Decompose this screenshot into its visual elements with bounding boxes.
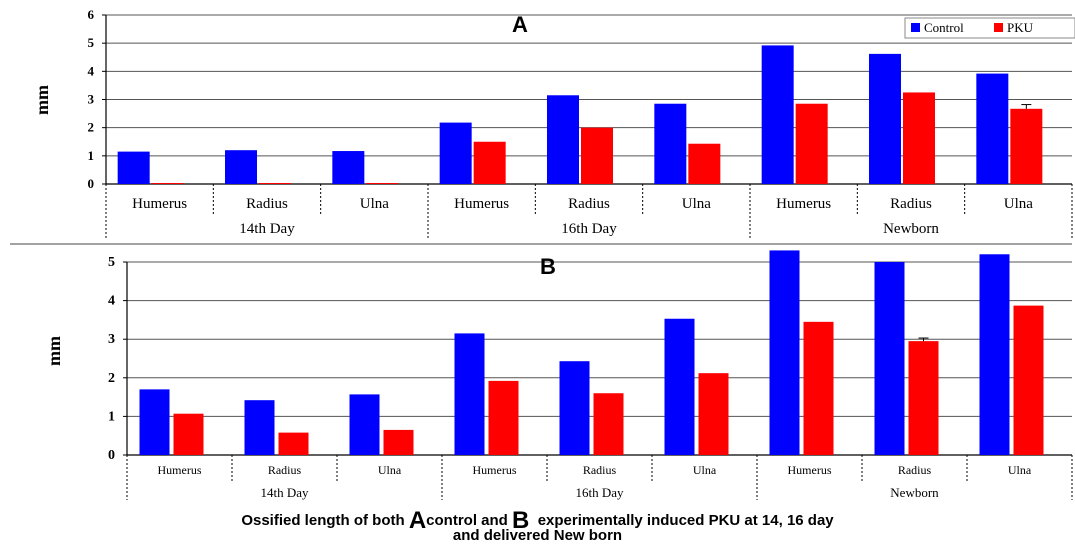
- chart-a-y-tick-label: 0: [88, 176, 95, 191]
- chart-a-bar-control-2: [225, 150, 257, 184]
- chart-b-group-label: 14th Day: [260, 485, 309, 500]
- chart-b-bar-series-1-6: [664, 318, 695, 455]
- chart-a-bar-pku-9: [1010, 108, 1043, 184]
- chart-a-bar-pku-1: [151, 183, 184, 184]
- chart-b-bar-series-2-1: [173, 413, 204, 455]
- chart-b-title: B: [540, 254, 556, 279]
- chart-b-bar-series-1-9: [979, 254, 1010, 455]
- chart-b-category-label: Ulna: [378, 463, 402, 477]
- chart-a-group-label: 16th Day: [561, 221, 617, 237]
- chart-a-y-tick-label: 1: [88, 148, 95, 163]
- chart-a-bar-control-1: [117, 151, 150, 184]
- chart-b-bar-series-2-6: [698, 373, 729, 455]
- chart-a-category-label: Humerus: [132, 196, 187, 212]
- chart-a-title: A: [512, 12, 528, 37]
- caption-letter-b: B: [512, 507, 530, 534]
- chart-a-bar-pku-3: [366, 183, 399, 184]
- chart-a-bar-pku-4: [473, 141, 506, 184]
- chart-b-category-label: Ulna: [693, 463, 717, 477]
- chart-b-bar-series-2-2: [278, 432, 309, 455]
- chart-b-group-label: 16th Day: [575, 485, 624, 500]
- chart-a-legend-label-2: PKU: [1007, 20, 1034, 35]
- chart-a-y-tick-label: 3: [88, 92, 95, 107]
- chart-a-y-tick-label: 4: [88, 63, 95, 78]
- chart-b-y-tick-label: 5: [108, 255, 115, 270]
- chart-a-y-tick-label: 6: [88, 7, 95, 22]
- chart-b-bar-series-1-8: [874, 262, 905, 455]
- chart-b-bar-series-2-7: [803, 321, 834, 455]
- chart-b-bar-series-2-5: [593, 393, 624, 455]
- chart-b-y-tick-label: 0: [108, 448, 115, 463]
- chart-b-category-label: Radius: [898, 463, 932, 477]
- figure-caption-line-2: and delivered New born: [452, 527, 623, 544]
- chart-a-bar-control-3: [332, 151, 365, 184]
- chart-a-legend-box: [904, 17, 1075, 39]
- chart-a-category-label: Radius: [568, 196, 610, 212]
- chart-b-category-label: Radius: [583, 463, 617, 477]
- chart-b-bar-series-2-4: [488, 380, 519, 455]
- chart-a-category-label: Ulna: [360, 196, 390, 212]
- chart-b-y-tick-label: 4: [108, 294, 115, 309]
- chart-a-bar-control-5: [547, 95, 579, 184]
- chart-a-bar-control-6: [654, 103, 687, 184]
- chart-a-group-label: 14th Day: [239, 221, 295, 237]
- chart-b-bar-series-1-4: [454, 333, 485, 455]
- chart-a-bar-control-8: [869, 53, 901, 185]
- chart-a-bar-pku-7: [795, 103, 828, 184]
- chart-a-category-label: Ulna: [682, 196, 712, 212]
- chart-b-category-label: Radius: [268, 463, 302, 477]
- chart-a-category-label: Ulna: [1004, 196, 1034, 212]
- chart-b-y-tick-label: 3: [108, 332, 115, 347]
- chart-a-group-label: Newborn: [883, 221, 939, 237]
- caption-suffix: experimentally induced PKU at 14, 16 day: [529, 512, 834, 529]
- chart-b-y-tick-label: 2: [108, 371, 115, 386]
- chart-a-legend-label-1: Control: [924, 20, 964, 35]
- chart-b-group-label: Newborn: [890, 485, 939, 500]
- chart-a-bar-control-4: [439, 122, 472, 184]
- chart-a-category-label: Radius: [246, 196, 288, 212]
- caption-letter-a: A: [408, 507, 427, 534]
- chart-a-y-tick-label: 2: [88, 120, 95, 135]
- chart-b-bar-series-1-2: [244, 400, 275, 455]
- chart-b-category-label: Humerus: [473, 463, 517, 477]
- chart-a-bar-pku-6: [688, 143, 721, 184]
- chart-a-legend-swatch-2: [994, 23, 1003, 32]
- chart-b-bar-series-1-1: [139, 389, 170, 455]
- chart-b-bar-series-2-9: [1013, 305, 1044, 455]
- chart-b-bar-series-1-5: [559, 361, 590, 455]
- chart-b-bar-series-2-8: [908, 341, 939, 455]
- figure-caption-line-1: Ossified length of both Acontrol and B e…: [0, 507, 1075, 535]
- chart-a-y-tick-label: 5: [88, 35, 95, 50]
- chart-a-category-label: Humerus: [776, 196, 831, 212]
- chart-a-category-label: Radius: [890, 196, 932, 212]
- chart-b-y-axis-label: mm: [44, 336, 64, 366]
- chart-a-bar-control-7: [761, 45, 794, 184]
- chart-b-y-tick-label: 1: [108, 409, 115, 424]
- chart-b-bar-series-1-3: [349, 394, 380, 455]
- chart-b-category-label: Humerus: [158, 463, 202, 477]
- chart-a-bar-pku-5: [581, 127, 613, 184]
- caption-middle: control and: [426, 512, 513, 529]
- chart-a-y-axis-label: mm: [32, 85, 52, 115]
- chart-b-bar-series-1-7: [769, 250, 800, 455]
- chart-b-bar-series-2-3: [383, 429, 414, 455]
- chart-a-category-label: Humerus: [454, 196, 509, 212]
- chart-b-category-label: Humerus: [788, 463, 832, 477]
- chart-a-bar-pku-8: [903, 92, 935, 184]
- chart-b-category-label: Ulna: [1008, 463, 1032, 477]
- chart-a-legend-swatch-1: [911, 23, 920, 32]
- chart-a-bar-pku-2: [259, 183, 291, 184]
- caption-prefix: Ossified length of both: [241, 512, 409, 529]
- chart-a-bar-control-9: [976, 73, 1009, 184]
